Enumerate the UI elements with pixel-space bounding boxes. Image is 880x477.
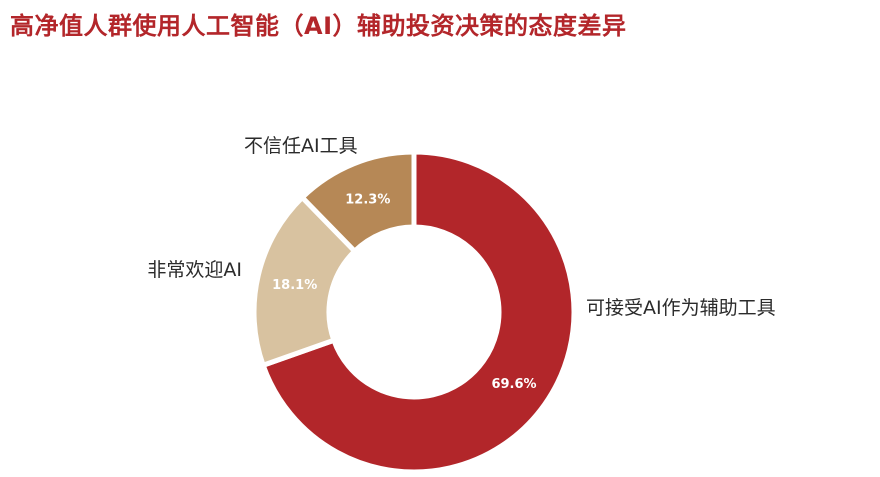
slice-1 (259, 149, 577, 475)
donut-slices (251, 149, 577, 475)
value-label-3: 12.3% (345, 193, 390, 208)
value-label-2: 18.1% (272, 278, 317, 293)
category-label-2: 非常欢迎AI (147, 259, 242, 281)
category-label-3: 不信任AI工具 (244, 135, 358, 157)
slice-3 (298, 149, 417, 255)
value-label-1: 69.6% (491, 377, 536, 392)
value-labels: 69.6% 18.1% 12.3% (272, 193, 536, 392)
chart-title: 高净值人群使用人工智能（AI）辅助投资决策的态度差异 (10, 12, 627, 40)
slice-2 (251, 193, 359, 369)
category-labels: 可接受AI作为辅助工具 非常欢迎AI 不信任AI工具 (147, 135, 775, 319)
category-label-1: 可接受AI作为辅助工具 (586, 297, 776, 319)
